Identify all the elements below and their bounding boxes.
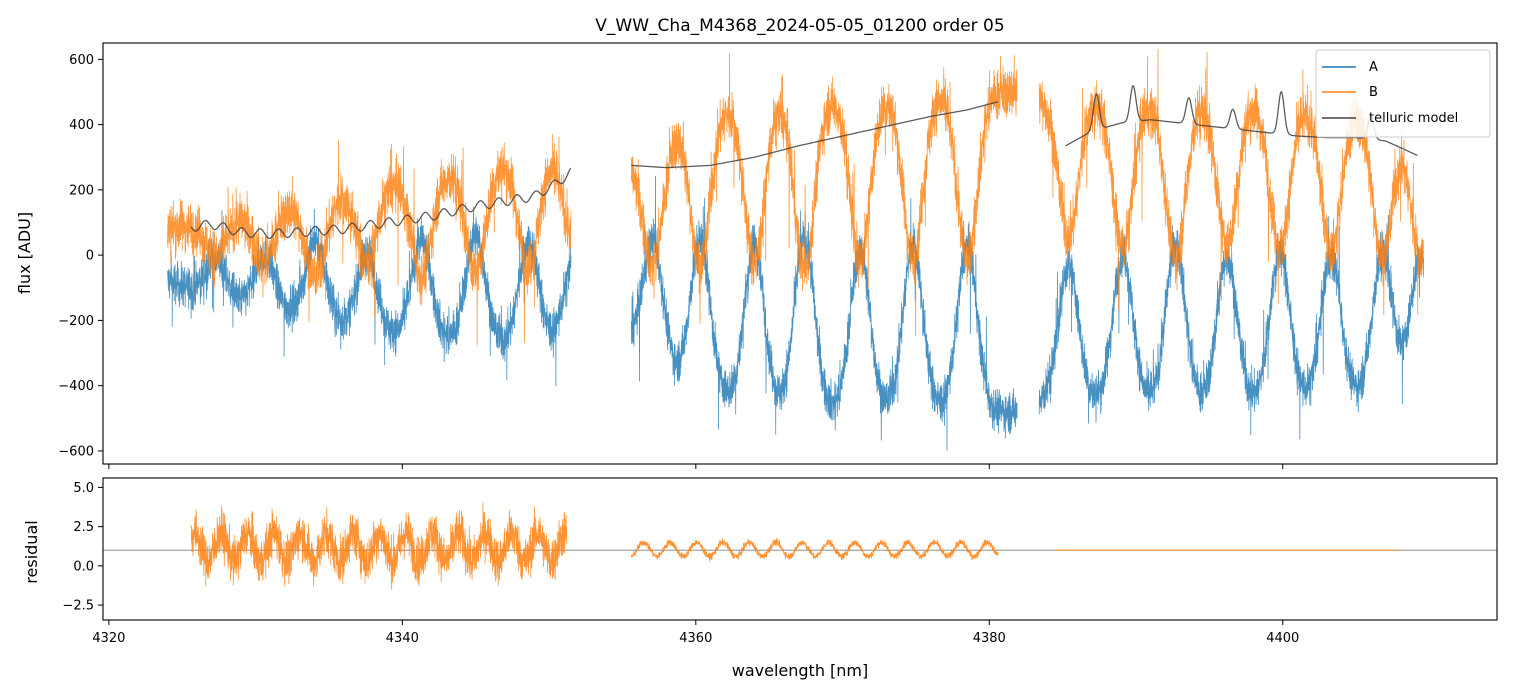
bottom-x-tick-label: 4360 bbox=[679, 631, 712, 646]
x-axis-label: wavelength [nm] bbox=[732, 661, 869, 680]
bottom-x-tick-label: 4340 bbox=[386, 631, 419, 646]
top-y-tick-label: 0 bbox=[86, 249, 94, 264]
top-y-tick-label: 600 bbox=[69, 53, 94, 68]
legend-box bbox=[1315, 49, 1491, 138]
legend-label-a: A bbox=[1369, 60, 1378, 75]
legend: A B telluric model bbox=[1315, 49, 1491, 138]
top-y-axis-label: flux [ADU] bbox=[15, 212, 34, 294]
top-y-tick-label: 200 bbox=[69, 183, 94, 198]
top-plot-area bbox=[167, 48, 1424, 451]
legend-label-telluric-model: telluric model bbox=[1369, 111, 1458, 126]
bottom-x-tick-label: 4400 bbox=[1266, 631, 1299, 646]
bottom-y-tick-label: 2.5 bbox=[73, 520, 94, 535]
bottom-x-axis: 4320 4340 4360 4380 4400 bbox=[92, 620, 1299, 646]
bottom-y-axis: 5.0 2.5 0.0 −2.5 bbox=[62, 481, 103, 614]
bottom-y-tick-label: 0.0 bbox=[73, 559, 94, 574]
bottom-x-tick-label: 4320 bbox=[92, 631, 125, 646]
top-y-tick-label: 400 bbox=[69, 118, 94, 133]
top-axes-frame bbox=[102, 42, 1498, 465]
bottom-axes-frame bbox=[102, 477, 1498, 621]
legend-label-b: B bbox=[1369, 85, 1378, 100]
top-panel: 600 400 200 0 −200 −400 −600 flux [ADU] A B te… bbox=[15, 42, 1498, 469]
chart-title: V_WW_Cha_M4368_2024-05-05_01200 order 05 bbox=[595, 16, 1004, 36]
top-y-tick-label: −200 bbox=[58, 314, 94, 329]
top-y-tick-label: −600 bbox=[58, 444, 94, 459]
bottom-y-axis-label: residual bbox=[22, 520, 41, 583]
residual-segment-2 bbox=[630, 537, 999, 562]
bottom-x-tick-label: 4380 bbox=[973, 631, 1006, 646]
series-telluric-model-line bbox=[190, 84, 1418, 240]
residual-segment-1 bbox=[190, 502, 568, 590]
bottom-y-tick-label: −2.5 bbox=[62, 599, 94, 614]
top-y-tick-label: −400 bbox=[58, 379, 94, 394]
top-y-axis: 600 400 200 0 −200 −400 −600 bbox=[58, 53, 103, 459]
top-x-axis bbox=[108, 464, 1284, 469]
bottom-y-tick-label: 5.0 bbox=[73, 481, 94, 496]
bottom-plot-area bbox=[103, 502, 1497, 590]
bottom-panel: 5.0 2.5 0.0 −2.5 4320 4340 4360 4380 4400 resid… bbox=[22, 477, 1498, 680]
